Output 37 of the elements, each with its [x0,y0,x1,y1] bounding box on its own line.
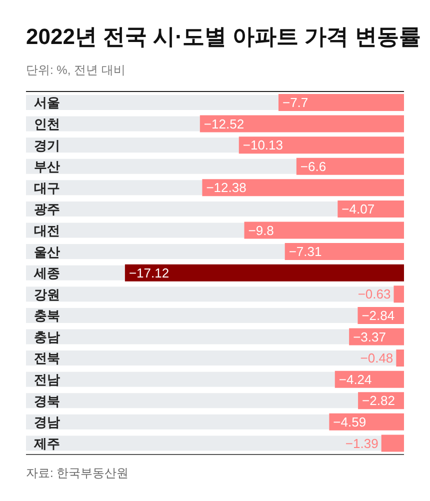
chart-title: 2022년 전국 시·도별 아파트 가격 변동률 [26,23,422,51]
data-label: −9.8 [248,222,274,238]
y-tick-label: 충남 [34,329,60,344]
y-tick-label: 울산 [34,244,60,260]
y-tick-label: 강원 [34,286,60,302]
data-label: −17.12 [128,265,170,280]
data-label: −4.07 [342,202,375,217]
y-tick-label: 제주 [33,436,60,451]
data-label: −7.31 [288,244,322,260]
y-tick-label: 서울 [34,95,60,110]
data-label: −4.24 [338,372,372,387]
data-label: −4.59 [333,414,366,430]
chart-subtitle: 단위: %, 전년 대비 [26,62,126,79]
data-label: −7.7 [282,95,308,110]
y-tick-label: 세종 [33,266,60,281]
y-tick-label: 부산 [34,159,60,174]
y-tick-label: 대전 [34,222,60,238]
y-tick-label: 경남 [34,414,60,430]
data-label: −3.37 [353,329,386,344]
y-tick-label: 경기 [34,138,60,153]
y-tick-label: 충북 [34,308,60,324]
data-label: −2.82 [362,393,395,408]
y-tick-label: 광주 [34,202,60,217]
data-label: −10.13 [242,138,284,153]
y-tick-label: 인천 [34,116,60,132]
data-label: −12.38 [206,180,246,196]
data-label: −0.48 [360,350,394,366]
y-tick-label: 경북 [34,393,60,408]
data-label: −1.39 [345,436,378,451]
y-tick-label: 전북 [34,350,60,366]
data-label: −12.52 [204,116,244,132]
y-tick-label: 전남 [34,372,60,388]
data-label: −2.84 [362,308,395,323]
data-label: −6.6 [300,158,326,174]
text: 자료: 한국부동산원 [26,465,130,482]
data-label: −0.63 [358,286,391,302]
y-tick-label: 대구 [34,180,60,196]
